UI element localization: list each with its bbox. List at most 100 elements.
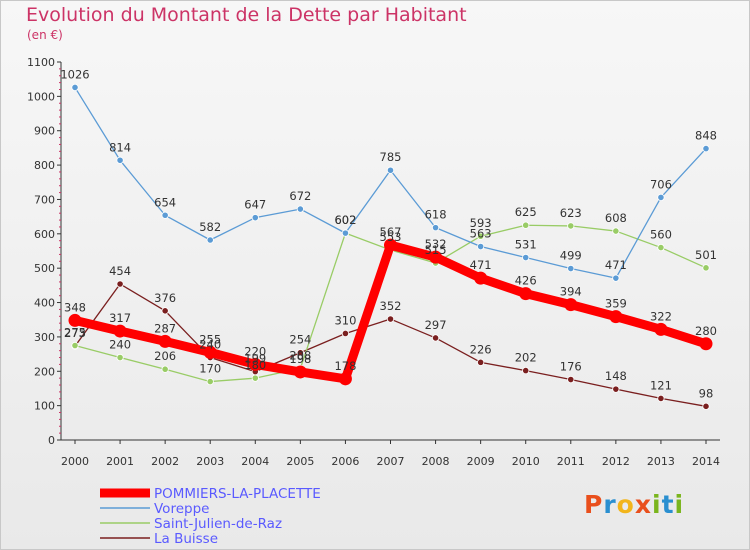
data-label-saint-julien-de-raz-2004: 180 xyxy=(244,358,266,372)
data-label-saint-julien-de-raz-2002: 206 xyxy=(154,349,176,363)
data-point-saint-julien-de-raz-2004 xyxy=(251,374,259,382)
data-point-voreppe-2007 xyxy=(386,166,395,174)
data-point-pommiers-la-placette-2006 xyxy=(338,372,352,386)
data-label-pommiers-la-placette-2006: 178 xyxy=(334,359,356,373)
data-label-la-buisse-2006: 310 xyxy=(334,313,356,327)
data-point-saint-julien-de-raz-2003 xyxy=(206,377,214,386)
data-label-la-buisse-2005: 254 xyxy=(289,333,311,347)
data-point-la-buisse-2001 xyxy=(116,280,124,288)
data-point-saint-julien-de-raz-2000 xyxy=(71,341,79,350)
x-tick-label-2009: 2009 xyxy=(467,455,495,468)
y-tick-label-700: 700 xyxy=(34,193,55,206)
x-tick-label-2001: 2001 xyxy=(106,455,134,468)
data-label-voreppe-2011: 499 xyxy=(560,249,582,263)
data-point-la-buisse-2014 xyxy=(702,402,710,410)
x-tick-label-2000: 2000 xyxy=(61,455,89,468)
data-label-voreppe-2001: 814 xyxy=(109,140,131,154)
y-tick-label-800: 800 xyxy=(34,159,55,172)
data-point-la-buisse-2005 xyxy=(296,349,304,357)
data-point-voreppe-2013 xyxy=(657,193,665,201)
data-label-la-buisse-2002: 376 xyxy=(154,291,176,305)
data-point-saint-julien-de-raz-2010 xyxy=(522,221,530,229)
proxiti-logo: Proxiti xyxy=(584,490,685,519)
data-point-pommiers-la-placette-2004 xyxy=(248,357,262,371)
data-point-voreppe-2000 xyxy=(71,83,79,92)
data-label-saint-julien-de-raz-2011: 623 xyxy=(560,206,582,220)
y-tick-label-500: 500 xyxy=(34,262,55,275)
data-point-la-buisse-2013 xyxy=(657,394,665,403)
data-label-la-buisse-2010: 202 xyxy=(515,351,537,365)
data-label-voreppe-2000: 1026 xyxy=(60,67,89,81)
data-point-voreppe-2008 xyxy=(431,224,440,232)
data-point-pommiers-la-placette-2012 xyxy=(609,310,623,324)
legend-label-voreppe: Voreppe xyxy=(154,501,209,517)
data-point-pommiers-la-placette-2000 xyxy=(68,313,82,327)
y-tick-label-400: 400 xyxy=(34,297,55,310)
data-label-la-buisse-2013: 121 xyxy=(650,378,672,392)
data-point-pommiers-la-placette-2008 xyxy=(429,250,443,264)
data-label-pommiers-la-placette-2008: 532 xyxy=(425,237,447,251)
data-point-pommiers-la-placette-2007 xyxy=(384,238,397,252)
x-tick-label-2007: 2007 xyxy=(377,455,405,468)
data-label-voreppe-2004: 647 xyxy=(244,198,266,212)
data-point-voreppe-2001 xyxy=(116,156,124,164)
data-label-saint-julien-de-raz-2005: 208 xyxy=(289,349,311,363)
legend-label-la-buisse: La Buisse xyxy=(154,531,218,547)
data-point-la-buisse-2007 xyxy=(386,315,395,323)
data-point-pommiers-la-placette-2009 xyxy=(474,271,488,285)
y-tick-label-200: 200 xyxy=(34,365,55,378)
data-label-la-buisse-2003: 240 xyxy=(199,338,221,352)
data-label-voreppe-2008: 618 xyxy=(425,208,447,222)
data-point-voreppe-2010 xyxy=(522,253,530,262)
data-point-voreppe-2012 xyxy=(612,274,620,282)
data-label-pommiers-la-placette-2004: 220 xyxy=(244,344,266,358)
data-label-pommiers-la-placette-2005: 198 xyxy=(289,352,311,366)
data-label-saint-julien-de-raz-2012: 608 xyxy=(605,211,627,225)
chart-title: Evolution du Montant de la Dette par Hab… xyxy=(26,4,467,26)
data-point-la-buisse-2010 xyxy=(522,366,530,375)
data-point-la-buisse-2009 xyxy=(477,358,485,366)
data-point-pommiers-la-placette-2001 xyxy=(113,324,127,338)
data-label-pommiers-la-placette-2007: 567 xyxy=(380,225,402,239)
y-tick-label-0: 0 xyxy=(48,434,55,447)
y-tick-label-1000: 1000 xyxy=(27,90,55,103)
x-tick-label-2010: 2010 xyxy=(512,455,540,468)
data-label-pommiers-la-placette-2013: 322 xyxy=(650,309,672,323)
data-label-la-buisse-2009: 226 xyxy=(470,342,492,356)
data-label-voreppe-2013: 706 xyxy=(650,177,672,191)
y-tick-label-1100: 1100 xyxy=(27,56,55,69)
data-label-pommiers-la-placette-2011: 394 xyxy=(560,285,582,299)
data-label-voreppe-2003: 582 xyxy=(199,220,221,234)
y-tick-label-600: 600 xyxy=(34,228,55,241)
data-point-pommiers-la-placette-2002 xyxy=(158,334,172,348)
data-point-voreppe-2005 xyxy=(296,205,304,213)
legend-label-pommiers-la-placette: POMMIERS-LA-PLACETTE xyxy=(154,486,321,502)
data-label-voreppe-2007: 785 xyxy=(380,150,402,164)
x-tick-label-2011: 2011 xyxy=(557,455,585,468)
x-tick-label-2013: 2013 xyxy=(647,455,675,468)
data-point-voreppe-2004 xyxy=(251,214,259,222)
y-tick-label-100: 100 xyxy=(34,400,55,413)
data-label-pommiers-la-placette-2000: 348 xyxy=(64,300,86,314)
data-label-pommiers-la-placette-2012: 359 xyxy=(605,297,627,311)
data-point-saint-julien-de-raz-2009 xyxy=(477,232,485,240)
y-tick-label-900: 900 xyxy=(34,125,55,138)
data-label-la-buisse-2014: 98 xyxy=(699,386,714,400)
data-point-voreppe-2002 xyxy=(161,211,169,219)
data-point-voreppe-2009 xyxy=(477,242,485,251)
data-label-saint-julien-de-raz-2014: 501 xyxy=(695,248,717,262)
x-tick-label-2006: 2006 xyxy=(331,455,359,468)
data-point-pommiers-la-placette-2014 xyxy=(699,337,713,351)
data-label-pommiers-la-placette-2002: 287 xyxy=(154,321,176,335)
data-label-la-buisse-2012: 148 xyxy=(605,369,627,383)
chart-subtitle: (en €) xyxy=(27,28,63,42)
data-label-pommiers-la-placette-2009: 471 xyxy=(470,258,492,272)
data-point-voreppe-2006 xyxy=(341,229,350,237)
data-label-la-buisse-2000: 273 xyxy=(64,326,86,340)
data-label-voreppe-2010: 531 xyxy=(515,238,537,252)
data-label-voreppe-2014: 848 xyxy=(695,129,717,143)
x-tick-label-2014: 2014 xyxy=(692,455,720,468)
data-label-saint-julien-de-raz-2007: 553 xyxy=(380,230,402,244)
